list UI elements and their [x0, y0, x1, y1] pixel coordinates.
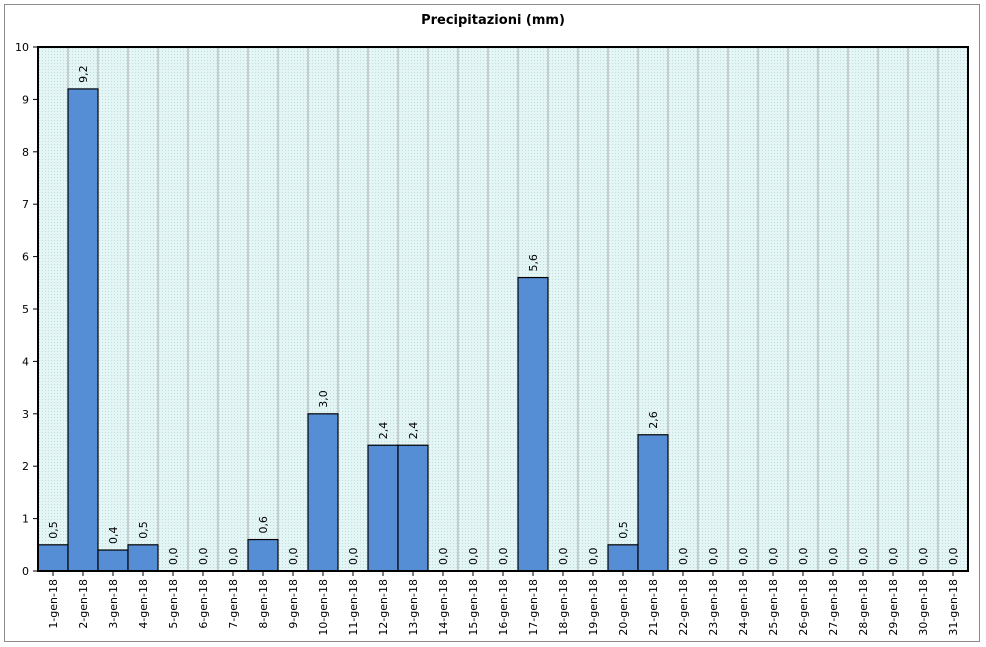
- data-labels-group: 0,5 9,2 0,4 0,5 0,0 0,0 0,0 0,6 0,0 3,0 0,0 2,4 2,4 0…: [47, 65, 960, 565]
- data-label: 0,4: [107, 527, 120, 545]
- x-tick-label: 6-gen-18: [197, 579, 210, 629]
- y-tick-label: 8: [22, 146, 29, 159]
- chart-title: Precipitazioni (mm): [421, 13, 565, 28]
- x-tick-label: 26-gen-18: [797, 579, 810, 636]
- x-tick-label: 8-gen-18: [257, 579, 270, 629]
- x-tick-label: 14-gen-18: [437, 579, 450, 636]
- bar: [517, 276, 549, 572]
- x-tick-label: 21-gen-18: [647, 579, 660, 636]
- data-label: 2,4: [377, 422, 390, 440]
- x-tick-label: 15-gen-18: [467, 579, 480, 636]
- y-tick-label: 7: [22, 198, 29, 211]
- x-tick-label: 22-gen-18: [677, 579, 690, 636]
- data-label: 9,2: [77, 65, 90, 83]
- x-tick-label: 3-gen-18: [107, 579, 120, 629]
- data-label: 0,5: [617, 521, 630, 539]
- bar: [397, 444, 429, 572]
- x-tick-label: 18-gen-18: [557, 579, 570, 636]
- x-tick-label: 17-gen-18: [527, 579, 540, 636]
- data-label: 0,0: [197, 548, 210, 566]
- data-label: 0,0: [557, 548, 570, 566]
- data-label: 0,0: [167, 548, 180, 566]
- data-label: 0,0: [347, 548, 360, 566]
- data-label: 2,4: [407, 422, 420, 440]
- bar: [307, 413, 339, 572]
- y-axis: 0 1 2 3 4 5 6 7 8 9 10: [15, 41, 38, 578]
- x-tick-label: 25-gen-18: [767, 579, 780, 636]
- bar: [637, 434, 669, 572]
- bar: [127, 544, 159, 572]
- x-tick-label: 28-gen-18: [857, 579, 870, 636]
- data-label: 0,0: [587, 548, 600, 566]
- bar: [37, 544, 69, 572]
- data-label: 0,0: [287, 548, 300, 566]
- data-label: 0,6: [257, 516, 270, 534]
- x-tick-label: 2-gen-18: [77, 579, 90, 629]
- x-tick-label: 20-gen-18: [617, 579, 630, 636]
- bar: [97, 549, 129, 572]
- x-tick-label: 29-gen-18: [887, 579, 900, 636]
- data-label: 0,0: [857, 548, 870, 566]
- x-tick-label: 19-gen-18: [587, 579, 600, 636]
- plot-area: [38, 47, 968, 571]
- y-tick-label: 6: [22, 251, 29, 264]
- x-tick-label: 13-gen-18: [407, 579, 420, 636]
- data-label: 0,0: [917, 548, 930, 566]
- data-label: 0,0: [437, 548, 450, 566]
- data-label: 0,0: [467, 548, 480, 566]
- data-label: 0,0: [677, 548, 690, 566]
- x-tick-label: 4-gen-18: [137, 579, 150, 629]
- bar: [607, 544, 639, 572]
- data-label: 0,0: [827, 548, 840, 566]
- bar: [247, 538, 279, 572]
- y-tick-label: 5: [22, 303, 29, 316]
- x-tick-label: 12-gen-18: [377, 579, 390, 636]
- bars-group: [37, 88, 669, 572]
- data-label: 0,5: [47, 521, 60, 539]
- y-tick-label: 10: [15, 41, 29, 54]
- data-label: 0,0: [947, 548, 960, 566]
- data-label: 0,0: [227, 548, 240, 566]
- y-tick-label: 0: [22, 565, 29, 578]
- data-label: 0,0: [767, 548, 780, 566]
- x-tick-label: 11-gen-18: [347, 579, 360, 636]
- x-tick-label: 23-gen-18: [707, 579, 720, 636]
- x-tick-label: 1-gen-18: [47, 579, 60, 629]
- data-label: 0,5: [137, 521, 150, 539]
- x-tick-label: 24-gen-18: [737, 579, 750, 636]
- x-tick-label: 7-gen-18: [227, 579, 240, 629]
- x-tick-label: 16-gen-18: [497, 579, 510, 636]
- y-tick-label: 2: [22, 460, 29, 473]
- y-tick-label: 4: [22, 355, 29, 368]
- data-label: 3,0: [317, 390, 330, 408]
- bar: [367, 444, 399, 572]
- x-axis: 1-gen-18 2-gen-18 3-gen-18 4-gen-18 5-gen-18…: [47, 571, 960, 636]
- x-tick-label: 5-gen-18: [167, 579, 180, 629]
- x-tick-label: 27-gen-18: [827, 579, 840, 636]
- data-label: 0,0: [737, 548, 750, 566]
- data-label: 0,0: [887, 548, 900, 566]
- data-label: 0,0: [797, 548, 810, 566]
- x-tick-label: 30-gen-18: [917, 579, 930, 636]
- data-label: 5,6: [527, 254, 540, 272]
- y-tick-label: 3: [22, 408, 29, 421]
- y-tick-label: 1: [22, 513, 29, 526]
- data-label: 2,6: [647, 411, 660, 429]
- data-label: 0,0: [497, 548, 510, 566]
- bar: [67, 88, 99, 572]
- x-tick-label: 10-gen-18: [317, 579, 330, 636]
- y-tick-label: 9: [22, 93, 29, 106]
- data-label: 0,0: [707, 548, 720, 566]
- x-tick-label: 31-gen-18: [947, 579, 960, 636]
- x-tick-label: 9-gen-18: [287, 579, 300, 629]
